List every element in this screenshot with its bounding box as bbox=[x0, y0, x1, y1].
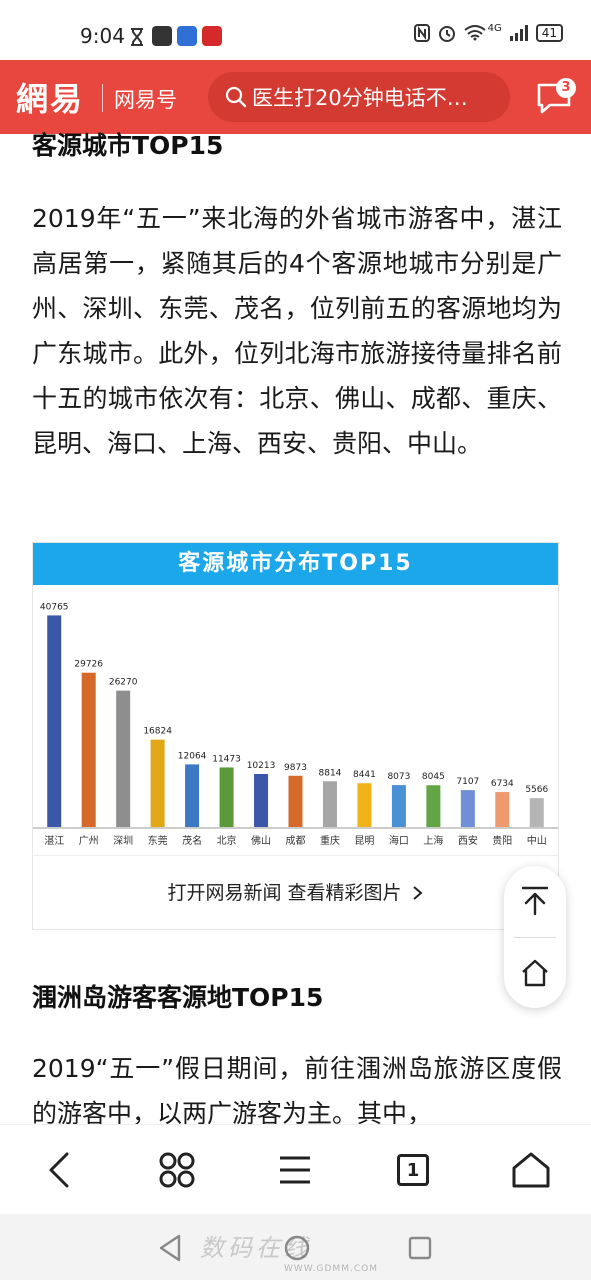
bar-value-label: 8814 bbox=[319, 768, 342, 778]
article-paragraph: 2019年“五一”来北海的外省城市游客中，湛江高居第一，紧随其后的4个客源地城市… bbox=[32, 204, 562, 458]
search-icon bbox=[225, 86, 247, 108]
search-bar[interactable]: 医生打20分钟电话不… bbox=[208, 72, 510, 122]
alarm-icon bbox=[438, 26, 455, 42]
bar-value-label: 6734 bbox=[491, 779, 514, 789]
x-tick-label: 茂名 bbox=[182, 834, 202, 847]
netease-logo[interactable]: 網易 bbox=[16, 80, 85, 118]
home-icon bbox=[512, 1152, 550, 1188]
bar-value-label: 16824 bbox=[143, 727, 172, 737]
back-button[interactable] bbox=[34, 1145, 84, 1195]
app-notification-icon bbox=[202, 26, 222, 46]
bar-value-label: 40765 bbox=[40, 602, 69, 612]
network-type: 4G bbox=[487, 22, 502, 34]
chart-bar bbox=[288, 775, 303, 827]
system-recents-icon[interactable] bbox=[408, 1236, 432, 1260]
bar-value-label: 12064 bbox=[178, 751, 207, 761]
bar-value-label: 5566 bbox=[525, 785, 548, 795]
battery-indicator: 41 bbox=[535, 24, 563, 42]
tabs-button[interactable]: 1 bbox=[388, 1145, 438, 1195]
apps-button[interactable] bbox=[152, 1145, 202, 1195]
bar-value-label: 8441 bbox=[353, 770, 376, 780]
chart-bar bbox=[460, 790, 475, 827]
bar-value-label: 10213 bbox=[247, 761, 276, 771]
x-tick-label: 西安 bbox=[458, 834, 478, 847]
menu-icon bbox=[280, 1156, 310, 1184]
chart-bar bbox=[322, 781, 337, 827]
x-tick-label: 深圳 bbox=[113, 835, 133, 847]
floating-action-panel bbox=[504, 866, 566, 1008]
x-tick-label: 中山 bbox=[527, 834, 547, 847]
arrow-to-top-icon bbox=[521, 886, 549, 916]
home-icon bbox=[522, 959, 548, 987]
wifi-icon bbox=[463, 25, 486, 41]
chart-card[interactable]: 客源城市分布TOP15 40765 湛江 29726 广州 26270 深圳 16824 东莞… bbox=[32, 542, 559, 930]
watermark-url: WWW.GDMM.COM bbox=[284, 1264, 378, 1274]
open-app-link[interactable]: 打开网易新闻 查看精彩图片 bbox=[33, 855, 558, 930]
system-nav-bar bbox=[0, 1214, 591, 1280]
article-paragraph: 2019“五一”假日期间，前往涠洲岛旅游区度假的游客中，以两广游客为主。其中， bbox=[32, 1054, 562, 1128]
section-title-weizhou: 涠洲岛游客客源地TOP15 bbox=[32, 983, 324, 1012]
chart-bar bbox=[185, 764, 200, 827]
menu-button[interactable] bbox=[270, 1145, 320, 1195]
hourglass-icon bbox=[131, 28, 143, 46]
x-tick-label: 海口 bbox=[389, 834, 409, 847]
bar-chart: 40765 湛江 29726 广州 26270 深圳 16824 东莞 12064 茂名 11473… bbox=[33, 602, 558, 847]
x-tick-label: 佛山 bbox=[251, 834, 271, 847]
chart-bar bbox=[495, 792, 510, 827]
chart-bar bbox=[391, 785, 406, 827]
x-tick-label: 湛江 bbox=[44, 835, 64, 847]
x-tick-label: 东莞 bbox=[148, 834, 168, 847]
home-float-button[interactable] bbox=[504, 938, 566, 1008]
chart-bar bbox=[529, 798, 544, 827]
bar-value-label: 9873 bbox=[284, 763, 307, 773]
header-subtitle[interactable]: 网易号 bbox=[114, 88, 177, 112]
browser-bottom-nav: 1 bbox=[0, 1124, 591, 1215]
bar-value-label: 29726 bbox=[74, 660, 103, 670]
scroll-top-button[interactable] bbox=[504, 866, 566, 936]
chart-bar bbox=[357, 783, 372, 827]
system-home-icon[interactable] bbox=[283, 1234, 311, 1262]
bar-value-label: 26270 bbox=[109, 678, 138, 688]
home-button[interactable] bbox=[506, 1145, 556, 1195]
tabs-icon: 1 bbox=[397, 1154, 429, 1186]
bar-value-label: 7107 bbox=[456, 777, 479, 787]
chart-title: 客源城市分布TOP15 bbox=[33, 543, 558, 585]
nfc-icon bbox=[413, 24, 430, 42]
watermark: 数码在线 bbox=[200, 1234, 312, 1262]
bar-value-label: 11473 bbox=[212, 754, 241, 764]
chart-bar bbox=[47, 615, 62, 827]
x-tick-label: 贵阳 bbox=[492, 834, 512, 847]
bar-value-label: 8073 bbox=[387, 772, 410, 782]
status-time: 9:04 bbox=[80, 24, 125, 48]
apps-icon bbox=[159, 1152, 195, 1188]
chart-bar bbox=[150, 739, 165, 827]
app-notification-icon bbox=[177, 26, 197, 46]
chart-bar bbox=[81, 672, 96, 827]
chevron-left-icon bbox=[49, 1152, 69, 1188]
open-app-link-text: 打开网易新闻 查看精彩图片 bbox=[167, 882, 402, 904]
x-tick-label: 成都 bbox=[286, 835, 306, 847]
app-header: 網易 网易号 医生打20分钟电话不… bbox=[0, 60, 591, 134]
chart-bar bbox=[116, 690, 131, 827]
status-indicators: 4G 41 bbox=[413, 22, 563, 42]
chart-bar bbox=[426, 785, 441, 827]
x-tick-label: 上海 bbox=[423, 834, 443, 847]
signal-icon bbox=[509, 25, 528, 41]
float-divider bbox=[514, 937, 556, 938]
x-tick-label: 重庆 bbox=[320, 834, 340, 847]
search-hot-query: 医生打20分钟电话不… bbox=[252, 86, 468, 110]
app-notification-icon bbox=[152, 26, 172, 46]
bar-value-label: 8045 bbox=[422, 772, 445, 782]
section-title-source-cities: 客源城市TOP15 bbox=[32, 131, 224, 160]
message-badge: 3 bbox=[556, 78, 576, 98]
chart-bar bbox=[254, 773, 269, 827]
header-divider bbox=[102, 84, 103, 112]
x-tick-label: 北京 bbox=[217, 834, 237, 847]
chart-bar bbox=[219, 767, 234, 827]
x-tick-label: 广州 bbox=[79, 835, 99, 847]
chevron-right-icon bbox=[412, 886, 423, 900]
status-bar: 9:04 4G 41 bbox=[0, 0, 591, 60]
x-tick-label: 昆明 bbox=[354, 835, 374, 847]
system-back-icon[interactable] bbox=[158, 1234, 182, 1262]
